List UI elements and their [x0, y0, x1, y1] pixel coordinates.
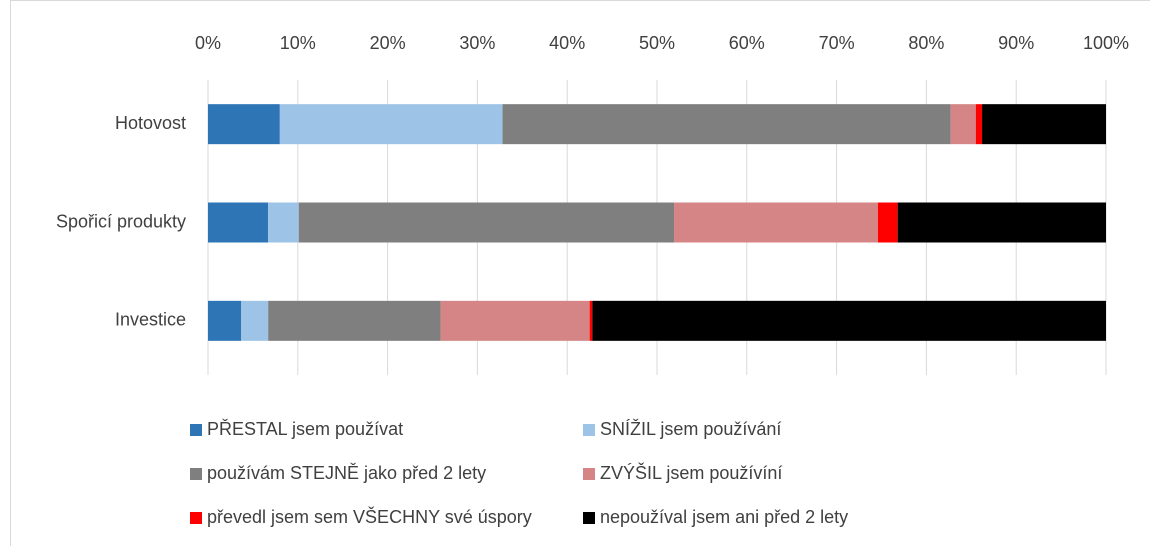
x-tick-label: 90% — [998, 33, 1034, 53]
bar-segment — [975, 104, 983, 145]
x-tick-label: 40% — [549, 33, 585, 53]
y-tick-label: Spořicí produkty — [56, 211, 186, 231]
bar-segment — [208, 202, 269, 243]
legend-label: převedl jsem sem VŠECHNY své úspory — [207, 506, 532, 527]
bar-segment — [589, 300, 593, 341]
bar-segment — [950, 104, 976, 145]
bar-segment — [502, 104, 951, 145]
legend-label: ZVÝŠIL jsem používíní — [600, 462, 782, 483]
x-tick-label: 10% — [280, 33, 316, 53]
bar-segment — [208, 300, 242, 341]
x-tick-label: 20% — [370, 33, 406, 53]
legend-label: SNÍŽIL jsem používání — [600, 419, 781, 439]
legend-swatch — [190, 512, 202, 524]
x-tick-label: 80% — [908, 33, 944, 53]
bar-segment — [674, 202, 878, 243]
legend-label: PŘESTAL jsem používat — [207, 419, 403, 439]
x-tick-label: 50% — [639, 33, 675, 53]
legend-label: používám STEJNĚ jako před 2 lety — [207, 463, 486, 483]
y-tick-label: Hotovost — [115, 113, 186, 133]
legend-swatch — [583, 424, 595, 436]
x-tick-label: 60% — [729, 33, 765, 53]
x-tick-label: 0% — [195, 33, 221, 53]
bar-segment — [268, 202, 299, 243]
legend-label: nepoužíval jsem ani před 2 lety — [600, 507, 848, 527]
bar-segment — [877, 202, 898, 243]
legend-swatch — [583, 468, 595, 480]
bar-segment — [440, 300, 590, 341]
bar-segment — [982, 104, 1106, 145]
legend-swatch — [583, 512, 595, 524]
y-tick-label: Investice — [115, 310, 186, 330]
legend-swatch — [190, 424, 202, 436]
bar-segment — [279, 104, 503, 145]
bar-segment — [298, 202, 675, 243]
x-tick-label: 70% — [819, 33, 855, 53]
bar-segment — [268, 300, 441, 341]
legend-swatch — [190, 468, 202, 480]
bar-segment — [208, 104, 280, 145]
x-tick-label: 100% — [1083, 33, 1129, 53]
bar-segment — [897, 202, 1106, 243]
bar-segment — [592, 300, 1106, 341]
x-tick-label: 30% — [459, 33, 495, 53]
bar-segment — [241, 300, 269, 341]
